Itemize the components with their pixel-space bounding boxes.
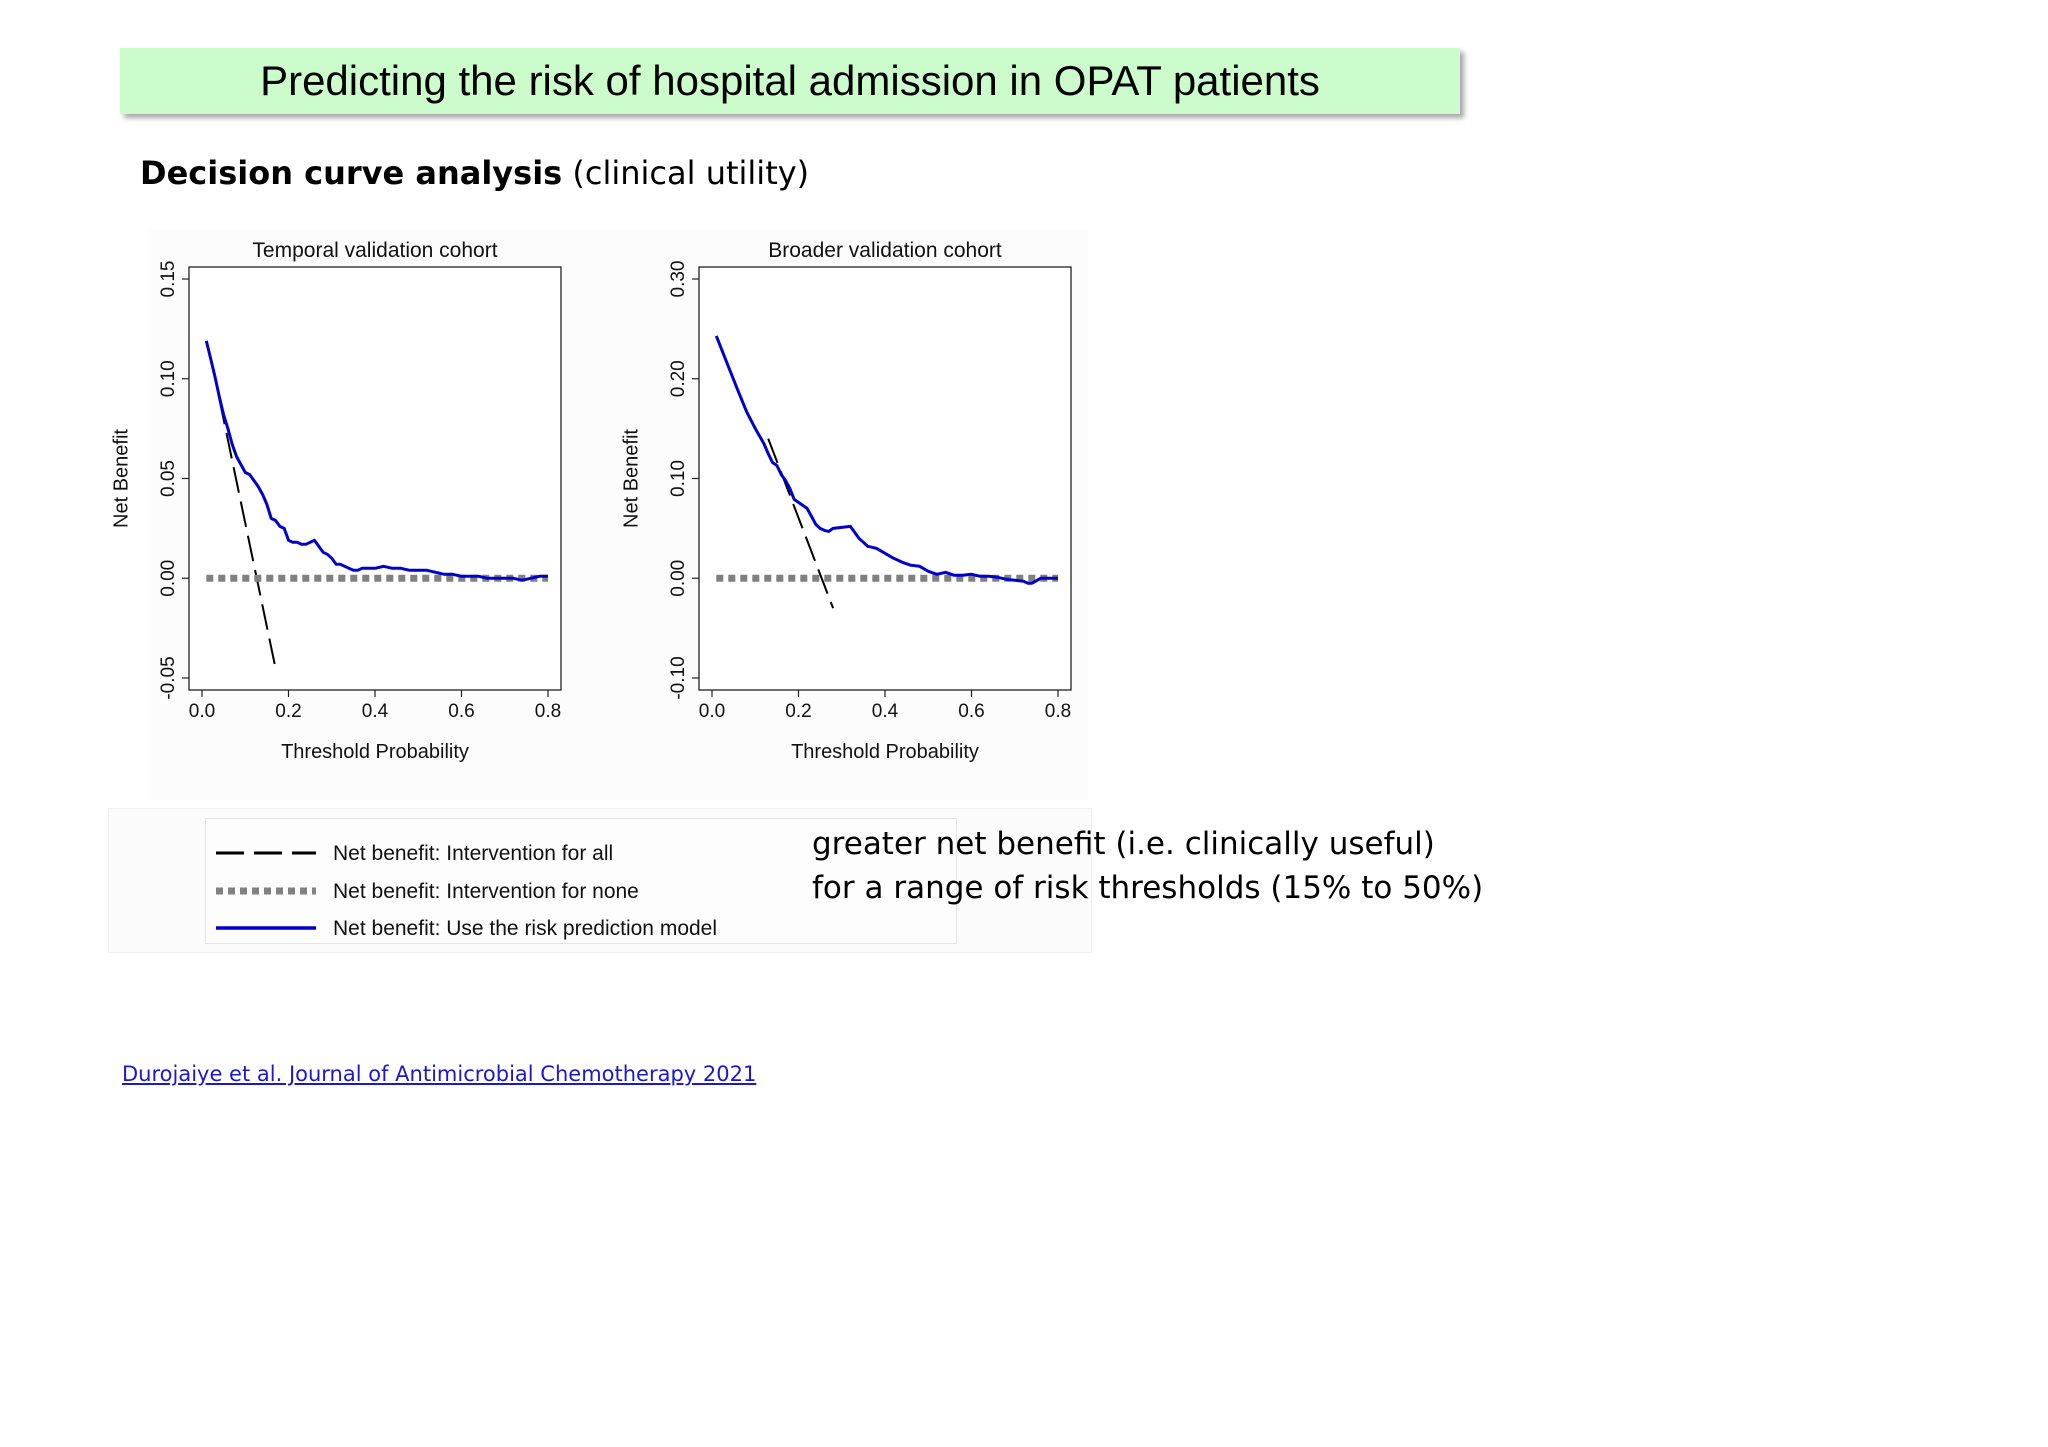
legend-panel: Net benefit: Intervention for all Net be… xyxy=(108,808,1092,953)
decision-curve-charts: Temporal validation cohort 0.0 0.2 0.4 0.6 0.… xyxy=(110,230,1088,800)
dashed-line-swatch xyxy=(216,851,316,855)
legend-label: Net benefit: Intervention for none xyxy=(333,880,639,903)
x-tick-label: 0.2 xyxy=(275,701,301,722)
subtitle-bold: Decision curve analysis xyxy=(140,154,563,192)
x-axis-label: Threshold Probability xyxy=(791,741,979,763)
chart-panel-2: Broader validation cohort 0.0 0.2 0.4 0.6 0.8… xyxy=(620,239,1072,763)
x-tick-label: 0.0 xyxy=(189,701,215,722)
y-tick-label: 0.20 xyxy=(668,360,689,397)
prediction-model-line xyxy=(714,335,1058,585)
legend-label: Net benefit: Intervention for all xyxy=(333,842,614,865)
legend: Net benefit: Intervention for all Net be… xyxy=(205,818,957,944)
prediction-model-line xyxy=(204,340,548,582)
x-tick-label: 0.8 xyxy=(535,701,561,722)
y-tick-label: 0.30 xyxy=(668,261,689,298)
intervention-all-line xyxy=(767,438,835,609)
x-tick-label: 0.6 xyxy=(448,701,474,722)
y-axis-label: Net Benefit xyxy=(110,429,132,528)
chart-title: Temporal validation cohort xyxy=(252,239,497,262)
dotted-line-swatch xyxy=(216,887,316,895)
x-tick-label: 0.6 xyxy=(958,701,984,722)
y-tick-label: 0.00 xyxy=(668,560,689,597)
x-tick-label: 0.0 xyxy=(699,701,725,722)
y-tick-label: 0.10 xyxy=(668,460,689,497)
x-tick-label: 0.4 xyxy=(362,701,389,722)
note-line: for a range of risk thresholds (15% to 5… xyxy=(812,870,1484,906)
legend-label: Net benefit: Use the risk prediction mod… xyxy=(333,917,718,940)
subtitle-rest: (clinical utility) xyxy=(572,154,810,192)
x-axis-label: Threshold Probability xyxy=(281,741,469,763)
y-tick-label: 0.00 xyxy=(158,560,179,597)
note-line: greater net benefit (i.e. clinically use… xyxy=(812,826,1435,862)
solid-line-swatch xyxy=(216,926,316,930)
y-tick-label: 0.15 xyxy=(158,261,179,298)
y-tick-label: -0.10 xyxy=(668,656,689,699)
citation-link[interactable]: Durojaiye et al. Journal of Antimicrobia… xyxy=(122,1062,757,1086)
slide-title: Predicting the risk of hospital admissio… xyxy=(260,57,1320,104)
y-tick-label: -0.05 xyxy=(158,656,179,699)
chart-title: Broader validation cohort xyxy=(768,239,1002,262)
y-axis-label: Net Benefit xyxy=(620,429,642,528)
x-tick-label: 0.2 xyxy=(785,701,811,722)
conclusion-note: greater net benefit (i.e. clinically use… xyxy=(812,822,1483,910)
intervention-all-line xyxy=(218,398,277,669)
x-tick-label: 0.4 xyxy=(872,701,899,722)
title-banner: Predicting the risk of hospital admissio… xyxy=(120,48,1460,114)
legend-item-prediction-model: Net benefit: Use the risk prediction mod… xyxy=(206,913,946,943)
y-tick-label: 0.05 xyxy=(158,460,179,497)
plot-frame xyxy=(698,266,1072,691)
plot-frame xyxy=(188,266,562,691)
x-tick-label: 0.8 xyxy=(1045,701,1071,722)
y-tick-label: 0.10 xyxy=(158,360,179,397)
legend-item-intervention-none: Net benefit: Intervention for none xyxy=(206,876,946,906)
legend-item-intervention-all: Net benefit: Intervention for all xyxy=(206,838,946,868)
chart-panel-1: Temporal validation cohort 0.0 0.2 0.4 0.6 0.… xyxy=(110,239,562,763)
slide-subtitle: Decision curve analysis (clinical utilit… xyxy=(140,154,809,192)
